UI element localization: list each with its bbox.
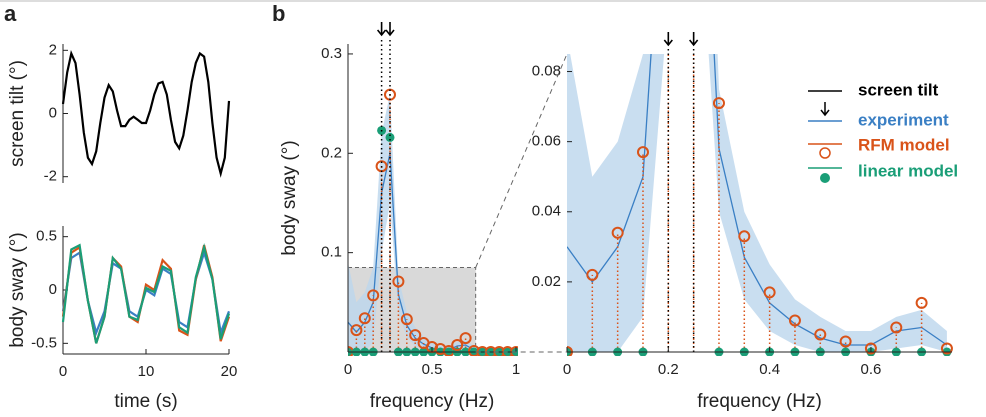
rfm-model-point: [459, 332, 472, 345]
rfm-model-point: [839, 335, 852, 348]
x-tick-label: 0: [59, 363, 67, 380]
y-axis-label: screen tilt (°): [7, 60, 28, 167]
x-tick-label: 0.6: [861, 361, 882, 378]
panel-label: a: [4, 1, 17, 26]
tilt-arrow: [663, 32, 673, 47]
legend-swatch: [820, 102, 830, 117]
rfm-model-point: [814, 328, 827, 341]
x-tick-label: 0.2: [658, 361, 679, 378]
y-tick-label: 2: [49, 41, 57, 58]
rfm-model-point: [763, 286, 776, 299]
series-line: [61, 243, 231, 344]
zoom-connector: [475, 53, 568, 268]
tilt-arrow: [376, 22, 387, 37]
x-tick-label: 1: [512, 361, 520, 378]
rfm-model-point: [611, 226, 624, 239]
rfm-model-point: [451, 339, 464, 352]
y-axis-label: body sway (°): [7, 232, 28, 347]
y-tick-label: 0.3: [321, 45, 342, 62]
x-tick-label: 20: [221, 363, 238, 380]
rfm-model-point: [788, 314, 801, 327]
rfm-model-point: [864, 342, 877, 355]
rfm-model-point: [738, 230, 751, 243]
legend-swatch: [820, 173, 830, 183]
legend-label: linear model: [858, 161, 958, 180]
y-tick-label: 0.2: [321, 144, 342, 161]
rfm-model-point: [890, 321, 903, 334]
rfm-model-point: [636, 146, 649, 159]
series-line: [61, 249, 231, 337]
legend-swatch: [819, 147, 831, 159]
legend-label: experiment: [858, 110, 949, 129]
tilt-arrow: [385, 22, 395, 37]
x-tick-label: 0.4: [759, 361, 780, 378]
y-tick-label: 0: [49, 104, 57, 121]
rfm-model-point: [367, 289, 380, 302]
series-line: [567, 54, 948, 346]
y-tick-label: 0.04: [532, 203, 561, 220]
y-tick-label: 0.5: [36, 228, 57, 245]
y-tick-label: 0.02: [532, 273, 561, 290]
rfm-model-point: [358, 312, 371, 325]
y-tick-label: -0.5: [31, 334, 57, 351]
x-tick-label: 0: [344, 361, 352, 378]
rfm-model-point: [940, 342, 953, 355]
legend-label: RFM model: [858, 135, 950, 154]
rfm-model-point: [586, 268, 599, 281]
x-tick-label: 0: [563, 361, 571, 378]
rfm-model-point: [712, 97, 725, 110]
rfm-model-point: [434, 343, 447, 356]
y-tick-label: 0.06: [532, 133, 561, 150]
x-axis-label: frequency (Hz): [697, 391, 822, 412]
y-tick-label: 0.1: [321, 244, 342, 261]
series-line: [61, 49, 231, 178]
x-tick-label: 0.5: [422, 361, 443, 378]
rfm-model-point: [400, 313, 413, 326]
legend-label: screen tilt: [858, 80, 939, 99]
panel-label: b: [272, 1, 285, 26]
linear-model-point: [385, 132, 395, 142]
rfm-model-point: [350, 324, 363, 337]
y-tick-label: 0: [49, 281, 57, 298]
x-tick-label: 10: [138, 363, 155, 380]
y-axis-label: body sway (°): [279, 140, 300, 255]
y-tick-label: 0.08: [532, 62, 561, 79]
rfm-model-point: [915, 296, 928, 309]
rfm-model-point: [392, 275, 405, 288]
y-tick-label: -2: [44, 168, 57, 185]
x-axis-label: time (s): [114, 391, 177, 412]
rfm-model-point: [409, 329, 422, 342]
x-axis-label: frequency (Hz): [370, 391, 495, 412]
tilt-arrow: [689, 32, 699, 47]
